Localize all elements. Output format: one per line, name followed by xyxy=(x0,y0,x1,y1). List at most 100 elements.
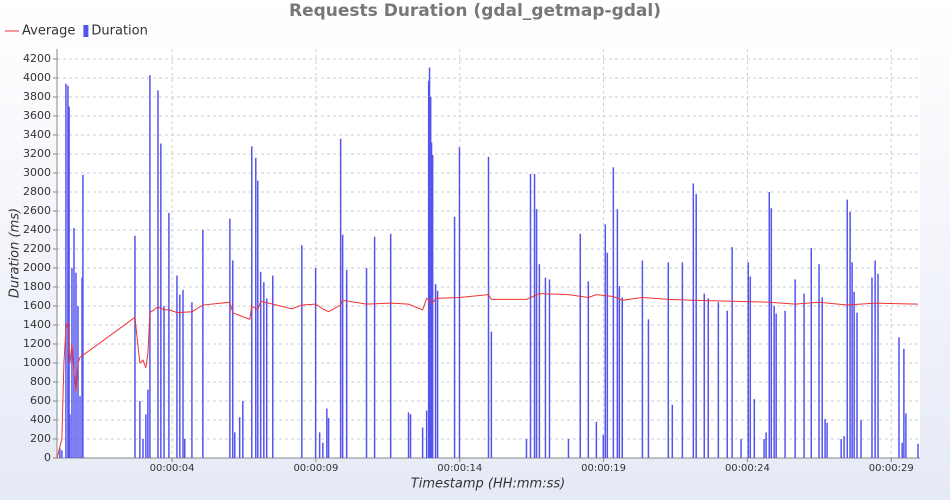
bar xyxy=(579,233,582,458)
bar xyxy=(602,435,605,458)
bar xyxy=(191,302,193,458)
bar xyxy=(326,408,328,458)
bar xyxy=(903,348,905,458)
bar xyxy=(82,174,84,458)
bar xyxy=(671,404,674,458)
bar xyxy=(533,173,536,458)
bar xyxy=(431,154,434,458)
bar xyxy=(255,157,257,459)
y-tick-label: 1800 xyxy=(23,280,51,293)
bar xyxy=(65,83,67,458)
bar xyxy=(234,432,236,458)
bar xyxy=(768,192,771,458)
bar xyxy=(621,297,624,458)
bar xyxy=(853,291,855,458)
bar xyxy=(707,298,710,458)
bar xyxy=(373,236,376,458)
y-tick-label: 2400 xyxy=(23,223,51,236)
bar xyxy=(453,216,456,458)
bar xyxy=(429,97,432,458)
bar xyxy=(436,290,439,458)
bar xyxy=(61,450,63,458)
bar xyxy=(667,262,670,458)
y-tick-label: 2000 xyxy=(23,261,51,274)
bar xyxy=(775,313,777,458)
bar xyxy=(843,436,845,458)
bar xyxy=(612,167,615,459)
bar xyxy=(695,193,697,458)
bar xyxy=(731,247,733,458)
bar xyxy=(567,439,570,458)
bar xyxy=(773,306,775,458)
bar xyxy=(681,262,684,458)
bar xyxy=(898,337,900,458)
bar xyxy=(157,90,159,458)
x-tick-label: 00:00:19 xyxy=(581,463,626,474)
bar xyxy=(871,277,873,458)
bar xyxy=(595,421,598,458)
y-tick-label: 4000 xyxy=(23,71,51,84)
bar xyxy=(692,183,695,458)
bar xyxy=(147,389,149,458)
bar xyxy=(765,432,767,458)
x-tick-label: 00:00:09 xyxy=(293,463,338,474)
bar xyxy=(430,142,433,458)
bar xyxy=(345,269,348,458)
bar xyxy=(238,417,241,458)
legend-swatch xyxy=(83,25,89,37)
bar xyxy=(168,212,170,458)
bar xyxy=(142,439,144,458)
bar xyxy=(917,443,919,458)
bar xyxy=(647,319,650,458)
bar xyxy=(901,442,903,458)
bar xyxy=(257,180,259,458)
legend: Average Duration xyxy=(5,24,148,39)
bar xyxy=(265,298,268,458)
bar xyxy=(139,401,141,458)
y-tick-label: 1400 xyxy=(23,318,51,331)
bar xyxy=(874,260,876,458)
bar xyxy=(259,271,262,458)
y-tick-label: 2800 xyxy=(23,185,51,198)
bar xyxy=(75,272,77,458)
bar xyxy=(73,228,75,458)
x-tick-label: 00:00:24 xyxy=(725,463,770,474)
y-tick-label: 400 xyxy=(30,413,51,426)
bar xyxy=(428,67,431,459)
bar xyxy=(182,289,184,458)
bar xyxy=(490,331,493,458)
bar xyxy=(826,422,828,458)
bar xyxy=(183,439,186,458)
bar xyxy=(71,268,73,458)
bar xyxy=(726,310,729,458)
bar xyxy=(703,293,705,458)
bar xyxy=(641,260,644,458)
bar xyxy=(318,432,321,458)
bar xyxy=(263,282,265,458)
bar xyxy=(365,268,368,458)
bar xyxy=(606,252,609,458)
bar xyxy=(339,138,342,459)
y-axis-label: Duration (ms) xyxy=(8,208,23,298)
bar xyxy=(341,234,344,458)
y-tick-label: 200 xyxy=(30,432,51,445)
bar xyxy=(77,306,79,458)
y-tick-label: 1200 xyxy=(23,337,51,350)
bar xyxy=(327,418,330,458)
bar xyxy=(587,281,590,458)
bar xyxy=(525,439,528,458)
bar xyxy=(535,209,538,458)
bar xyxy=(160,143,162,459)
bar xyxy=(770,208,773,458)
x-tick-label: 00:00:29 xyxy=(869,463,914,474)
bar xyxy=(810,248,813,458)
bar xyxy=(784,310,786,458)
bar xyxy=(487,156,490,458)
bar xyxy=(314,268,317,458)
y-tick-label: 1600 xyxy=(23,299,51,312)
bar xyxy=(242,401,244,458)
x-tick-label: 00:00:04 xyxy=(150,463,195,474)
bar xyxy=(421,427,424,458)
y-tick-label: 4200 xyxy=(23,52,51,65)
